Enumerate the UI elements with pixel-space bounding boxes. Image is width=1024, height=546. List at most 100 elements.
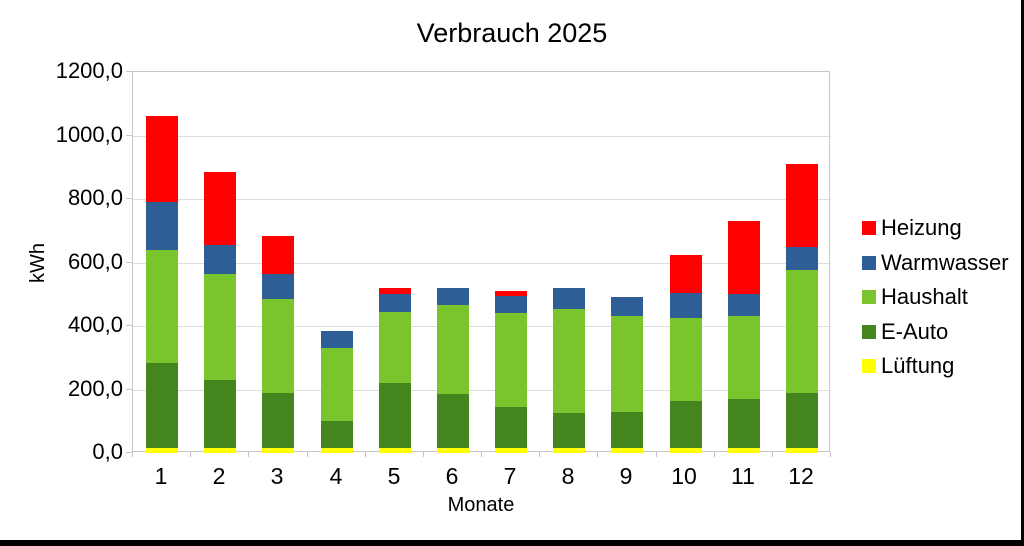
bar-7-segment-heizung [495, 291, 527, 296]
legend-item-e-auto: E-Auto [862, 318, 948, 346]
bar-5-segment-l-ftung [379, 448, 411, 453]
x-tick-mark [539, 452, 540, 457]
bar-1-segment-warmwasser [146, 202, 178, 250]
bar-4-segment-warmwasser [321, 331, 353, 348]
bar-11-segment-heizung [728, 221, 760, 294]
bar-1-segment-heizung [146, 116, 178, 202]
bar-3-segment-heizung [262, 236, 294, 274]
bar-5-segment-haushalt [379, 312, 411, 383]
bar-9-segment-e-auto [611, 412, 643, 448]
x-tick-mark [190, 452, 191, 457]
y-tick-mark [126, 325, 133, 326]
x-tick-mark [656, 452, 657, 457]
bar-1-segment-l-ftung [146, 448, 178, 453]
bar-4-segment-e-auto [321, 421, 353, 448]
x-tick-mark [132, 452, 133, 457]
x-tick-mark [772, 452, 773, 457]
x-tick-mark [714, 452, 715, 457]
y-tick-label-1200: 1200,0 [55, 58, 123, 83]
bar-8-segment-e-auto [553, 413, 585, 448]
bar-8-segment-l-ftung [553, 448, 585, 453]
bar-7-segment-e-auto [495, 407, 527, 448]
x-axis-title: Monate [447, 494, 515, 516]
bar-1-segment-e-auto [146, 363, 178, 448]
y-tick-mark [126, 262, 133, 263]
bar-3-segment-haushalt [262, 299, 294, 393]
y-tick-label-0: 0,0 [92, 439, 123, 464]
gridline-200 [133, 390, 831, 391]
bar-7-segment-warmwasser [495, 296, 527, 313]
x-tick-mark [248, 452, 249, 457]
legend-swatch-l-ftung [862, 359, 876, 373]
legend-label-l-ftung: Lüftung [881, 353, 955, 378]
bar-10-segment-l-ftung [670, 448, 702, 453]
x-tick-label-7: 7 [503, 463, 517, 489]
bar-5-segment-warmwasser [379, 294, 411, 312]
bar-10-segment-warmwasser [670, 293, 702, 318]
y-tick-label-600: 600,0 [67, 249, 123, 274]
bar-9-segment-warmwasser [611, 297, 643, 316]
legend-swatch-warmwasser [862, 256, 876, 270]
legend-label-haushalt: Haushalt [881, 284, 968, 309]
y-tick-label-200: 200,0 [67, 376, 123, 401]
legend-item-l-ftung: Lüftung [862, 352, 954, 380]
y-tick-mark [126, 71, 133, 72]
gridline-1000 [133, 136, 831, 137]
gridline-400 [133, 326, 831, 327]
x-tick-mark [423, 452, 424, 457]
legend-item-haushalt: Haushalt [862, 283, 968, 311]
legend-swatch-e-auto [862, 325, 876, 339]
x-tick-label-10: 10 [671, 463, 697, 489]
bar-5-segment-e-auto [379, 383, 411, 448]
x-tick-label-11: 11 [731, 463, 755, 489]
x-tick-label-8: 8 [561, 463, 575, 489]
bar-7-segment-l-ftung [495, 448, 527, 453]
x-tick-label-9: 9 [619, 463, 633, 489]
bar-12-segment-haushalt [786, 270, 818, 393]
y-tick-mark [126, 452, 133, 453]
legend-swatch-heizung [862, 221, 876, 235]
bar-1-segment-haushalt [146, 250, 178, 363]
y-tick-mark [126, 389, 133, 390]
bar-11-segment-warmwasser [728, 294, 760, 316]
x-tick-label-6: 6 [445, 463, 459, 489]
bar-12-segment-warmwasser [786, 247, 818, 270]
bar-8-segment-haushalt [553, 309, 585, 413]
legend-item-heizung: Heizung [862, 214, 962, 242]
y-tick-mark [126, 198, 133, 199]
bar-2-segment-heizung [204, 172, 236, 245]
x-tick-label-5: 5 [387, 463, 401, 489]
bar-3-segment-l-ftung [262, 448, 294, 453]
bar-6-segment-l-ftung [437, 448, 469, 453]
bar-2-segment-l-ftung [204, 448, 236, 453]
bar-11-segment-haushalt [728, 316, 760, 399]
x-tick-label-3: 3 [270, 463, 284, 489]
x-tick-label-2: 2 [212, 463, 226, 489]
x-tick-label-4: 4 [329, 463, 343, 489]
legend-label-heizung: Heizung [881, 215, 962, 240]
legend-label-warmwasser: Warmwasser [881, 250, 1009, 275]
bar-11-segment-l-ftung [728, 448, 760, 453]
chart-title: Verbrauch 2025 [416, 18, 608, 48]
bar-12-segment-l-ftung [786, 448, 818, 453]
bar-10-segment-heizung [670, 255, 702, 293]
screen-edge-bottom [0, 540, 1024, 546]
bar-11-segment-e-auto [728, 399, 760, 448]
bar-6-segment-e-auto [437, 394, 469, 448]
bar-12-segment-heizung [786, 164, 818, 247]
bar-8-segment-warmwasser [553, 288, 585, 309]
x-tick-label-1: 1 [154, 463, 168, 489]
plot-area [132, 71, 831, 453]
bar-12-segment-e-auto [786, 393, 818, 448]
bar-2-segment-haushalt [204, 274, 236, 380]
x-tick-mark [365, 452, 366, 457]
bar-4-segment-l-ftung [321, 448, 353, 453]
bar-4-segment-haushalt [321, 348, 353, 421]
x-tick-mark [830, 452, 831, 457]
gridline-800 [133, 199, 831, 200]
x-tick-label-12: 12 [788, 463, 814, 489]
x-tick-mark [481, 452, 482, 457]
x-tick-mark [597, 452, 598, 457]
y-tick-label-800: 800,0 [67, 185, 123, 210]
